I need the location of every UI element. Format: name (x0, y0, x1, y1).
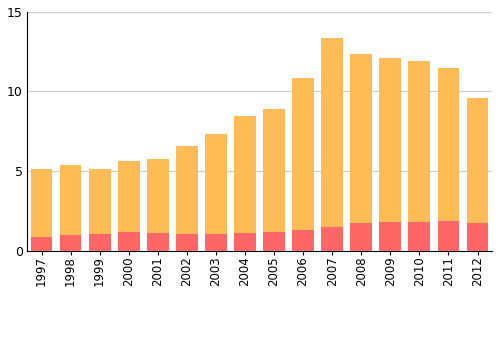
Bar (60, 165, 81, 251)
Bar (176, 234, 198, 251)
Bar (438, 221, 460, 251)
Bar (89, 169, 111, 251)
Bar (292, 230, 314, 251)
Bar (118, 232, 140, 251)
Bar (118, 161, 140, 251)
Legend: Syndicated claims on banks, Total claims on banks: Syndicated claims on banks, Total claims… (69, 346, 450, 348)
Bar (176, 147, 198, 251)
Bar (467, 98, 489, 251)
Bar (147, 159, 169, 251)
Bar (30, 169, 52, 251)
Bar (234, 233, 256, 251)
Bar (292, 78, 314, 251)
Bar (409, 61, 430, 251)
Bar (60, 236, 81, 251)
Bar (467, 223, 489, 251)
Bar (409, 222, 430, 251)
Bar (263, 232, 285, 251)
Bar (89, 234, 111, 251)
Bar (205, 134, 227, 251)
Bar (147, 233, 169, 251)
Bar (379, 58, 401, 251)
Bar (350, 54, 372, 251)
Bar (379, 222, 401, 251)
Bar (205, 234, 227, 251)
Bar (350, 223, 372, 251)
Bar (263, 109, 285, 251)
Bar (234, 116, 256, 251)
Bar (30, 237, 52, 251)
Bar (321, 227, 343, 251)
Bar (438, 69, 460, 251)
Bar (321, 38, 343, 251)
